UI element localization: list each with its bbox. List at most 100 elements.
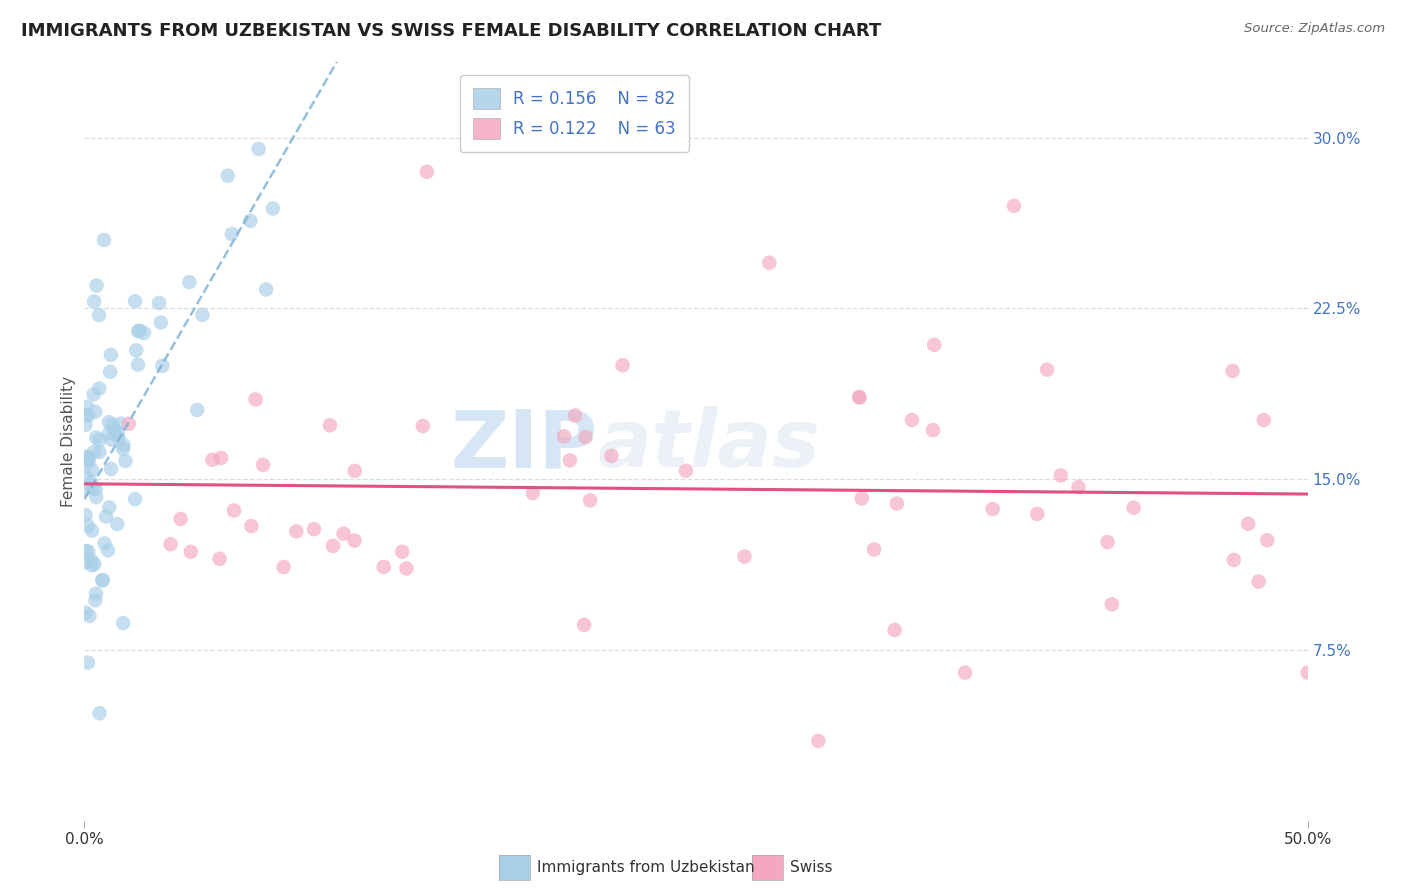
Text: ZIP: ZIP <box>451 407 598 484</box>
Point <box>981 502 1004 516</box>
Point <box>84 482 107 496</box>
Point <box>101 417 124 432</box>
Point <box>675 464 697 478</box>
Point <box>901 413 924 427</box>
Point <box>395 561 418 575</box>
Point <box>1067 480 1090 494</box>
Point <box>77 452 100 467</box>
Point <box>94 509 117 524</box>
Text: atlas: atlas <box>598 407 821 484</box>
Point <box>84 586 107 600</box>
Point <box>1097 535 1119 549</box>
Point <box>1036 362 1059 376</box>
Point <box>247 142 270 156</box>
Point <box>75 555 97 569</box>
Point <box>77 409 100 423</box>
Point <box>125 343 148 358</box>
Point <box>98 426 121 441</box>
Point <box>124 294 146 309</box>
Point <box>149 315 172 329</box>
Point <box>148 296 170 310</box>
Point <box>75 417 97 432</box>
Point <box>734 549 756 564</box>
Point <box>89 706 111 721</box>
Point <box>76 455 98 469</box>
Point <box>848 390 870 404</box>
Point <box>91 574 114 588</box>
Point <box>863 542 886 557</box>
Point <box>75 483 97 497</box>
Point <box>159 537 181 551</box>
Point <box>105 517 128 532</box>
Point <box>262 202 284 216</box>
Point <box>76 656 98 670</box>
Point <box>80 475 103 490</box>
Point <box>83 557 105 571</box>
Point <box>574 430 596 444</box>
Point <box>180 545 202 559</box>
Point <box>89 445 111 459</box>
Point <box>883 623 905 637</box>
Point <box>1122 500 1144 515</box>
Point <box>179 275 201 289</box>
Point <box>98 500 121 515</box>
Point <box>851 491 873 506</box>
Point <box>83 387 105 401</box>
Point <box>1101 598 1123 612</box>
Point <box>98 365 121 379</box>
Point <box>107 425 129 440</box>
Point <box>100 433 122 447</box>
Point <box>412 418 434 433</box>
Point <box>82 558 104 573</box>
Point <box>114 454 136 468</box>
Point <box>319 418 342 433</box>
Point <box>169 512 191 526</box>
Y-axis label: Female Disability: Female Disability <box>60 376 76 508</box>
Point <box>97 543 120 558</box>
Point <box>75 544 97 558</box>
Point <box>1253 413 1275 427</box>
Point <box>285 524 308 539</box>
Point <box>186 403 208 417</box>
Point <box>132 326 155 340</box>
Point <box>91 573 114 587</box>
Point <box>564 409 586 423</box>
Point <box>922 338 945 352</box>
Point <box>86 278 108 293</box>
Point <box>110 417 132 431</box>
Point <box>77 544 100 558</box>
Point <box>93 233 115 247</box>
Point <box>1256 533 1278 548</box>
Point <box>579 493 602 508</box>
Point <box>886 497 908 511</box>
Point <box>112 438 135 452</box>
Text: Source: ZipAtlas.com: Source: ZipAtlas.com <box>1244 22 1385 36</box>
Point <box>208 552 231 566</box>
Point <box>572 618 595 632</box>
Point <box>103 422 125 436</box>
Point <box>76 450 98 465</box>
Point <box>87 308 110 322</box>
Point <box>1049 468 1071 483</box>
Point <box>128 324 150 338</box>
Point <box>93 536 115 550</box>
Point <box>391 545 413 559</box>
Legend: R = 0.156    N = 82, R = 0.122    N = 63: R = 0.156 N = 82, R = 0.122 N = 63 <box>460 75 689 153</box>
Point <box>80 553 103 567</box>
Point <box>191 308 214 322</box>
Point <box>201 453 224 467</box>
Text: IMMIGRANTS FROM UZBEKISTAN VS SWISS FEMALE DISABILITY CORRELATION CHART: IMMIGRANTS FROM UZBEKISTAN VS SWISS FEMA… <box>21 22 882 40</box>
Point <box>76 450 98 464</box>
Point <box>82 481 104 495</box>
Point <box>83 294 105 309</box>
Point <box>97 415 120 429</box>
Point <box>75 508 97 522</box>
Point <box>79 609 101 624</box>
Point <box>75 408 97 422</box>
Point <box>254 282 277 296</box>
Point <box>82 524 104 538</box>
Point <box>77 519 100 533</box>
Point <box>100 462 122 476</box>
Point <box>89 433 111 447</box>
Text: Swiss: Swiss <box>790 861 832 875</box>
